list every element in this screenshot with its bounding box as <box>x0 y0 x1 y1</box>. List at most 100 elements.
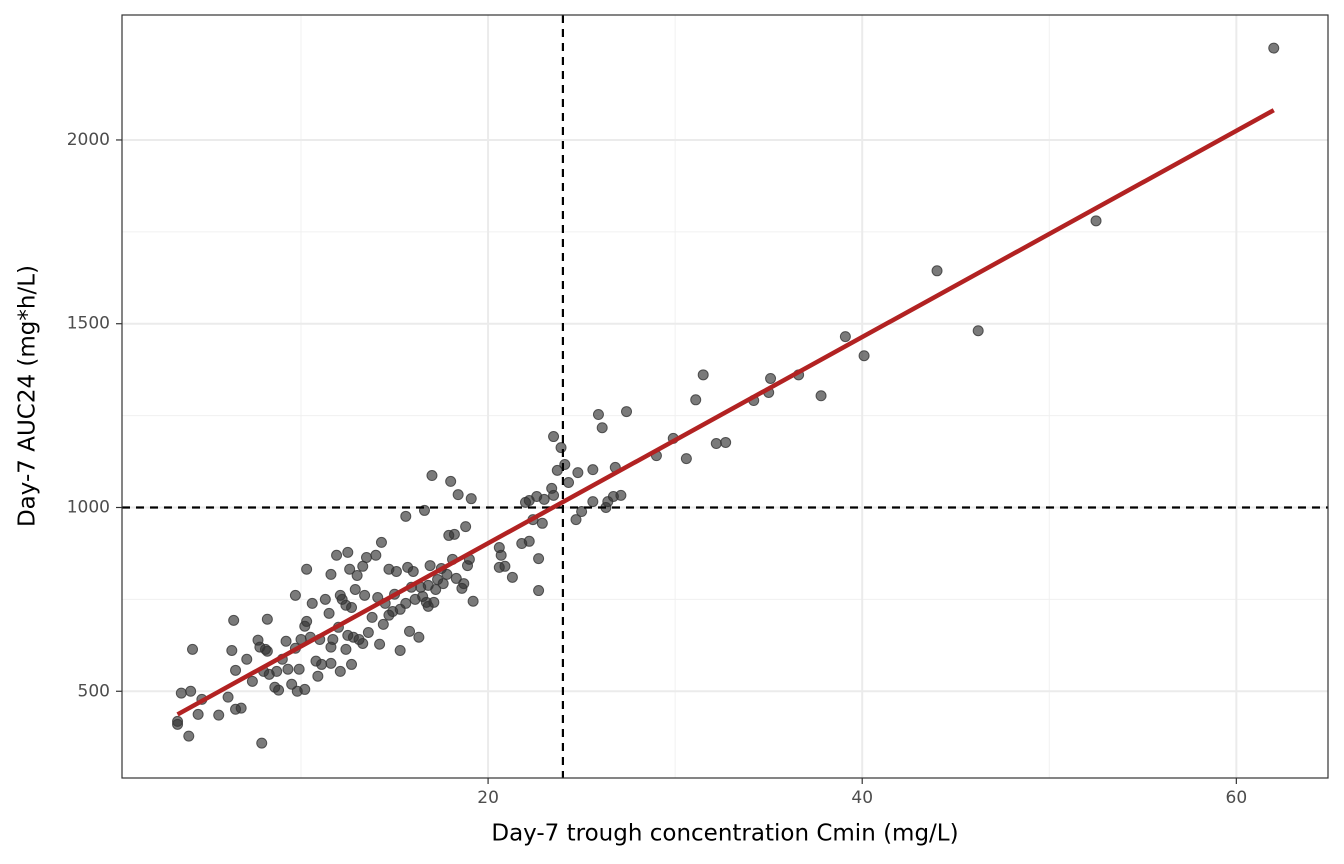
x-tick-label: 40 <box>851 788 873 808</box>
point <box>452 489 464 501</box>
point <box>596 422 608 434</box>
point <box>407 565 419 577</box>
point <box>261 613 273 625</box>
point <box>413 631 425 643</box>
point <box>815 390 827 402</box>
point <box>615 489 627 501</box>
point <box>316 658 328 670</box>
panel-border <box>121 14 1329 779</box>
point <box>235 702 247 714</box>
point <box>765 372 777 384</box>
point <box>334 665 346 677</box>
point <box>400 510 412 522</box>
point <box>325 568 337 580</box>
point <box>301 615 313 627</box>
y-tick-label: 500 <box>78 681 110 701</box>
y-tick-label: 2000 <box>67 130 110 150</box>
point <box>351 569 363 581</box>
point <box>1268 42 1280 54</box>
point <box>360 551 372 563</box>
point <box>445 475 457 487</box>
point <box>340 643 352 655</box>
point <box>437 578 449 590</box>
point <box>576 506 588 518</box>
point <box>261 645 273 657</box>
point <box>572 467 584 479</box>
y-tick-label: 1500 <box>67 314 110 334</box>
point <box>230 664 242 676</box>
y-tick-label: 1000 <box>67 497 110 517</box>
fit-line <box>176 108 1275 717</box>
point <box>357 637 369 649</box>
point <box>312 670 324 682</box>
point <box>587 496 599 508</box>
y-axis-title: Day-7 AUC24 (mg*h/L) <box>15 265 41 527</box>
point <box>587 464 599 476</box>
point <box>548 431 560 443</box>
point <box>710 438 722 450</box>
point <box>506 571 518 583</box>
point <box>323 607 335 619</box>
point <box>346 601 358 613</box>
point <box>426 470 438 482</box>
point <box>271 665 283 677</box>
point <box>280 635 292 647</box>
point <box>183 730 195 742</box>
point <box>839 331 851 343</box>
point <box>273 684 285 696</box>
point <box>375 536 387 548</box>
point <box>523 535 535 547</box>
point <box>559 458 571 470</box>
point <box>282 663 294 675</box>
point <box>374 638 386 650</box>
point <box>467 595 479 607</box>
point <box>697 369 709 381</box>
point <box>192 708 204 720</box>
point <box>213 709 225 721</box>
point <box>256 737 268 749</box>
point <box>536 517 548 529</box>
point <box>441 568 453 580</box>
point <box>293 663 305 675</box>
point <box>458 578 470 590</box>
point <box>424 560 436 572</box>
point <box>246 675 258 687</box>
point <box>319 593 331 605</box>
point <box>289 589 301 601</box>
point <box>555 442 567 454</box>
point <box>226 644 238 656</box>
point <box>299 683 311 695</box>
x-axis-title: Day-7 trough concentration Cmin (mg/L) <box>491 821 958 847</box>
point <box>931 265 943 277</box>
point <box>390 565 402 577</box>
point <box>377 618 389 630</box>
point <box>346 658 358 670</box>
point <box>187 643 199 655</box>
point <box>404 625 416 637</box>
point <box>499 560 511 572</box>
point <box>538 493 550 505</box>
point <box>359 589 371 601</box>
point <box>228 614 240 626</box>
point <box>460 521 472 533</box>
point <box>175 687 187 699</box>
point <box>306 597 318 609</box>
point <box>570 514 582 526</box>
point <box>301 563 313 575</box>
point <box>366 611 378 623</box>
point <box>400 597 412 609</box>
point <box>428 596 440 608</box>
point <box>720 436 732 448</box>
point <box>185 685 197 697</box>
point <box>394 644 406 656</box>
point <box>172 718 184 730</box>
point <box>972 325 984 337</box>
point <box>331 549 343 561</box>
point <box>362 626 374 638</box>
point <box>222 691 234 703</box>
point <box>495 549 507 561</box>
point <box>592 409 604 421</box>
